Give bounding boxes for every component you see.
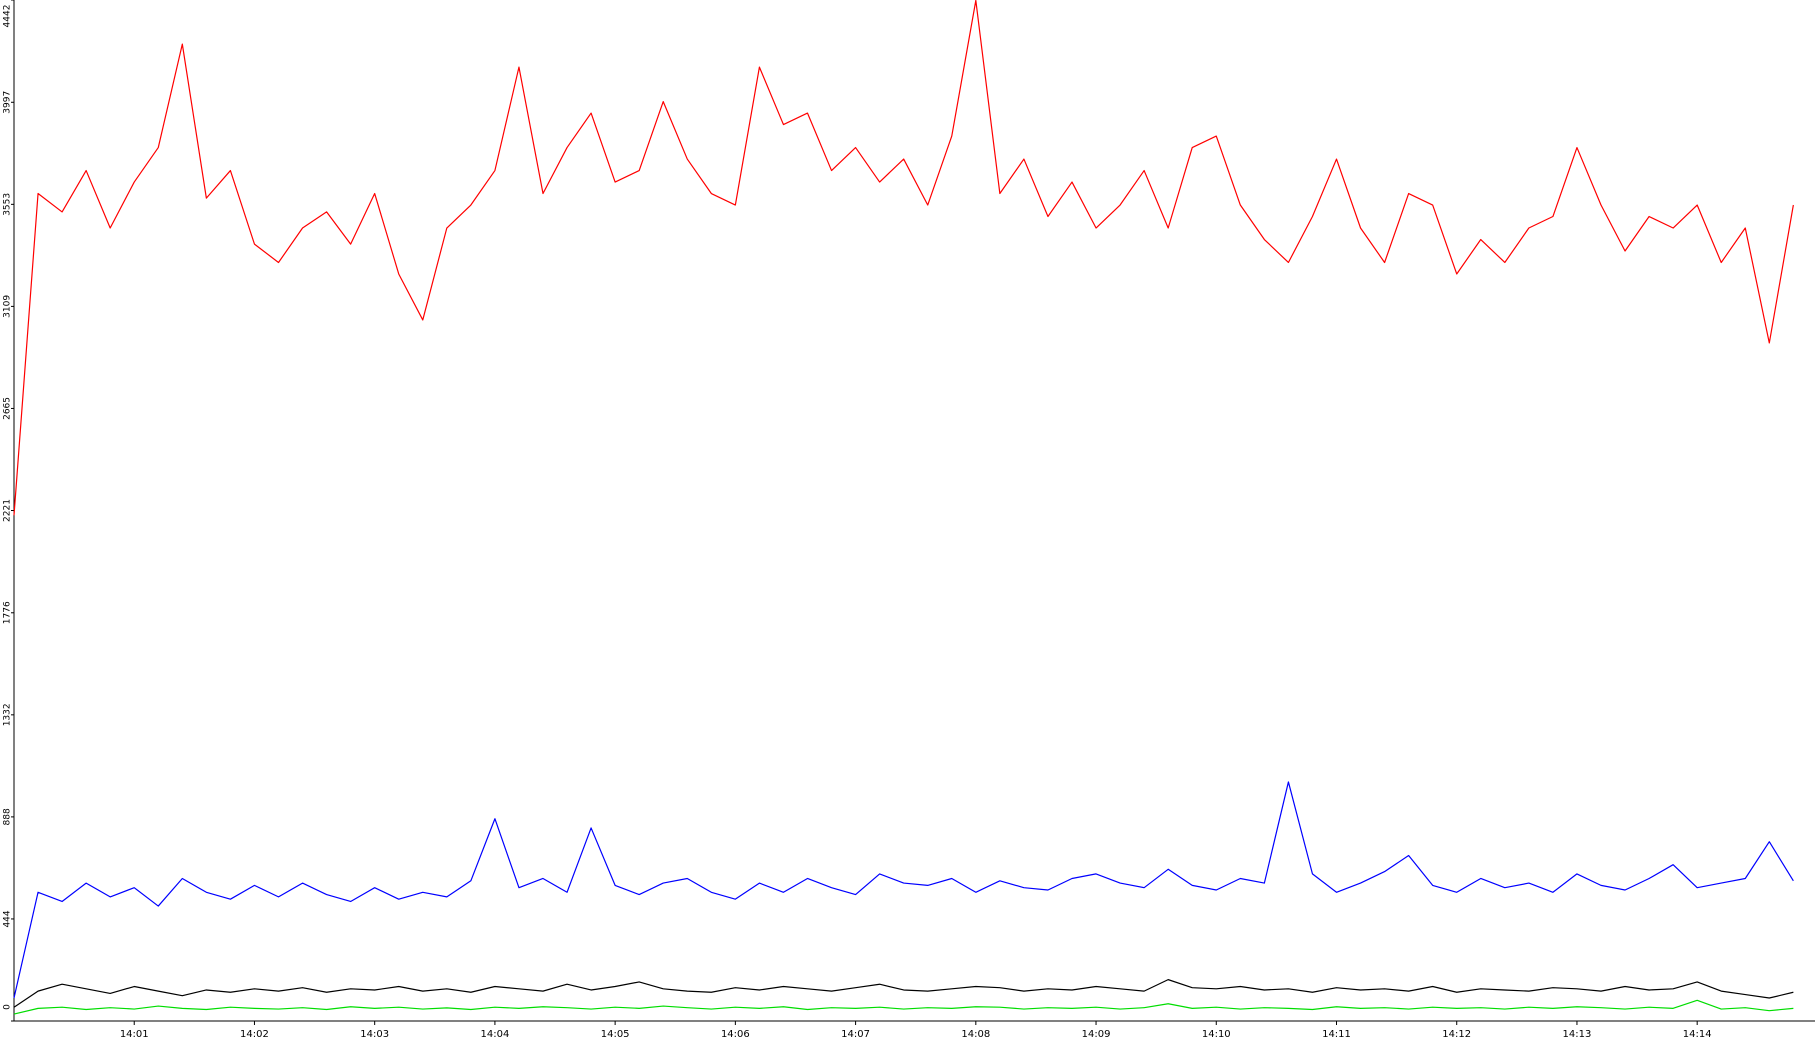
y-tick-label: 3553 <box>3 193 13 216</box>
x-tick-label: 14:04 <box>480 1029 509 1039</box>
x-tick-label: 14:11 <box>1322 1029 1351 1039</box>
x-tick-label: 14:07 <box>841 1029 870 1039</box>
x-tick-label: 14:03 <box>360 1029 389 1039</box>
y-tick-label: 2221 <box>3 499 13 522</box>
x-tick-label: 14:13 <box>1563 1029 1592 1039</box>
y-tick-label: 3997 <box>3 91 13 114</box>
x-tick-label: 14:05 <box>601 1029 630 1039</box>
line-series <box>13 999 1794 1015</box>
y-tick-label: 3109 <box>3 295 13 318</box>
x-tick-label: 14:10 <box>1202 1029 1231 1039</box>
y-tick-label: 1332 <box>3 703 13 726</box>
x-tick-label: 14:12 <box>1442 1029 1471 1039</box>
x-tick-label: 14:14 <box>1683 1029 1712 1039</box>
y-tick-label: 0 <box>3 1004 13 1010</box>
x-tick-label: 14:06 <box>721 1029 750 1039</box>
y-tick-label: 1776 <box>3 601 13 624</box>
y-tick-label: 2665 <box>3 397 13 420</box>
x-tick-label: 14:01 <box>120 1029 149 1039</box>
y-tick-label: 444 <box>3 910 13 927</box>
line-series <box>13 0 1794 516</box>
x-tick-label: 14:09 <box>1082 1029 1111 1039</box>
x-tick-label: 14:08 <box>961 1029 990 1039</box>
line-series <box>13 979 1794 1008</box>
x-tick-label: 14:02 <box>240 1029 269 1039</box>
line-series <box>13 781 1794 999</box>
y-tick-label: 888 <box>3 808 13 825</box>
y-tick-label: 4442 <box>3 5 13 28</box>
